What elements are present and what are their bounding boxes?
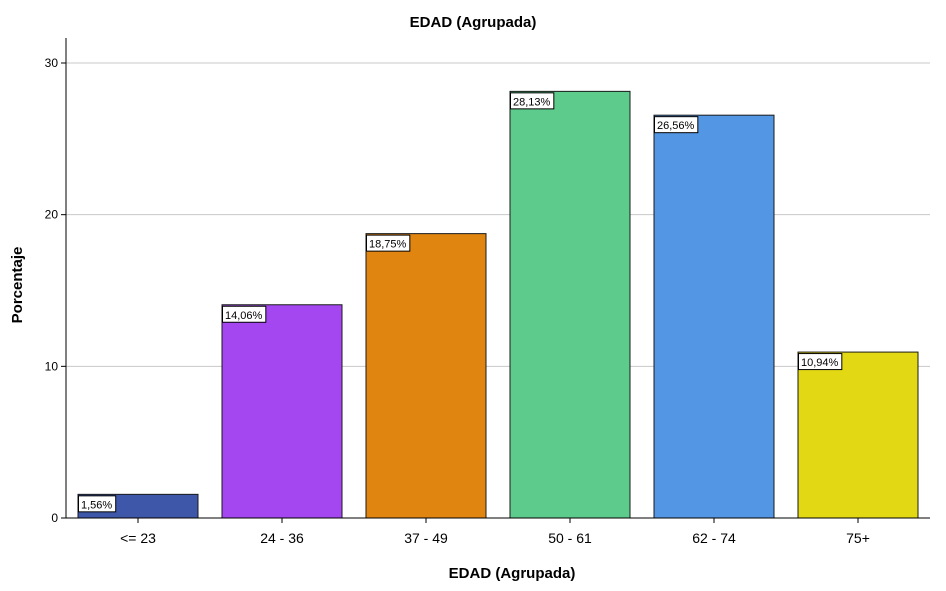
data-labels: 1,56% 14,06% 18,75% 28,13% 26,56% 10,94% [78, 92, 843, 513]
bar-value-label-box [654, 116, 699, 134]
x-tick-label: <= 23 [120, 530, 156, 546]
bar [365, 233, 487, 519]
bar-value-label: 1,56% [81, 499, 112, 511]
axes: 0 10 20 30 <= 23 24 - 36 37 - 49 50 - 61 62 - 74… [45, 38, 930, 546]
y-tick-label: 20 [45, 208, 59, 222]
x-tick-label: 50 - 61 [548, 530, 592, 546]
gridlines [66, 62, 930, 367]
bar [797, 351, 919, 519]
bars [77, 90, 919, 519]
y-tick-label: 30 [45, 56, 59, 70]
x-tick-label: 75+ [846, 530, 870, 546]
y-tick-label: 0 [51, 511, 58, 525]
bar-value-label-box [78, 495, 117, 513]
bar [509, 90, 631, 519]
bar-value-label-box [222, 305, 267, 323]
bar-value-label-box [798, 353, 843, 371]
chart-title: EDAD (Agrupada) [410, 14, 537, 31]
bar-value-label-box [366, 234, 411, 252]
bar-value-label: 28,13% [513, 96, 551, 108]
bar-value-label-box [510, 92, 555, 110]
y-axis-title: Porcentaje [9, 247, 26, 324]
bar-value-label: 18,75% [369, 239, 407, 251]
bar [653, 114, 775, 519]
bar-value-label: 26,56% [657, 120, 695, 132]
bar [221, 304, 343, 519]
y-tick-label: 10 [45, 359, 59, 373]
x-tick-label: 24 - 36 [260, 530, 304, 546]
x-tick-label: 62 - 74 [692, 530, 736, 546]
bar-value-label: 14,06% [225, 310, 263, 322]
bar-value-label: 10,94% [801, 357, 839, 369]
x-tick-label: 37 - 49 [404, 530, 448, 546]
x-axis-title: EDAD (Agrupada) [449, 565, 576, 582]
